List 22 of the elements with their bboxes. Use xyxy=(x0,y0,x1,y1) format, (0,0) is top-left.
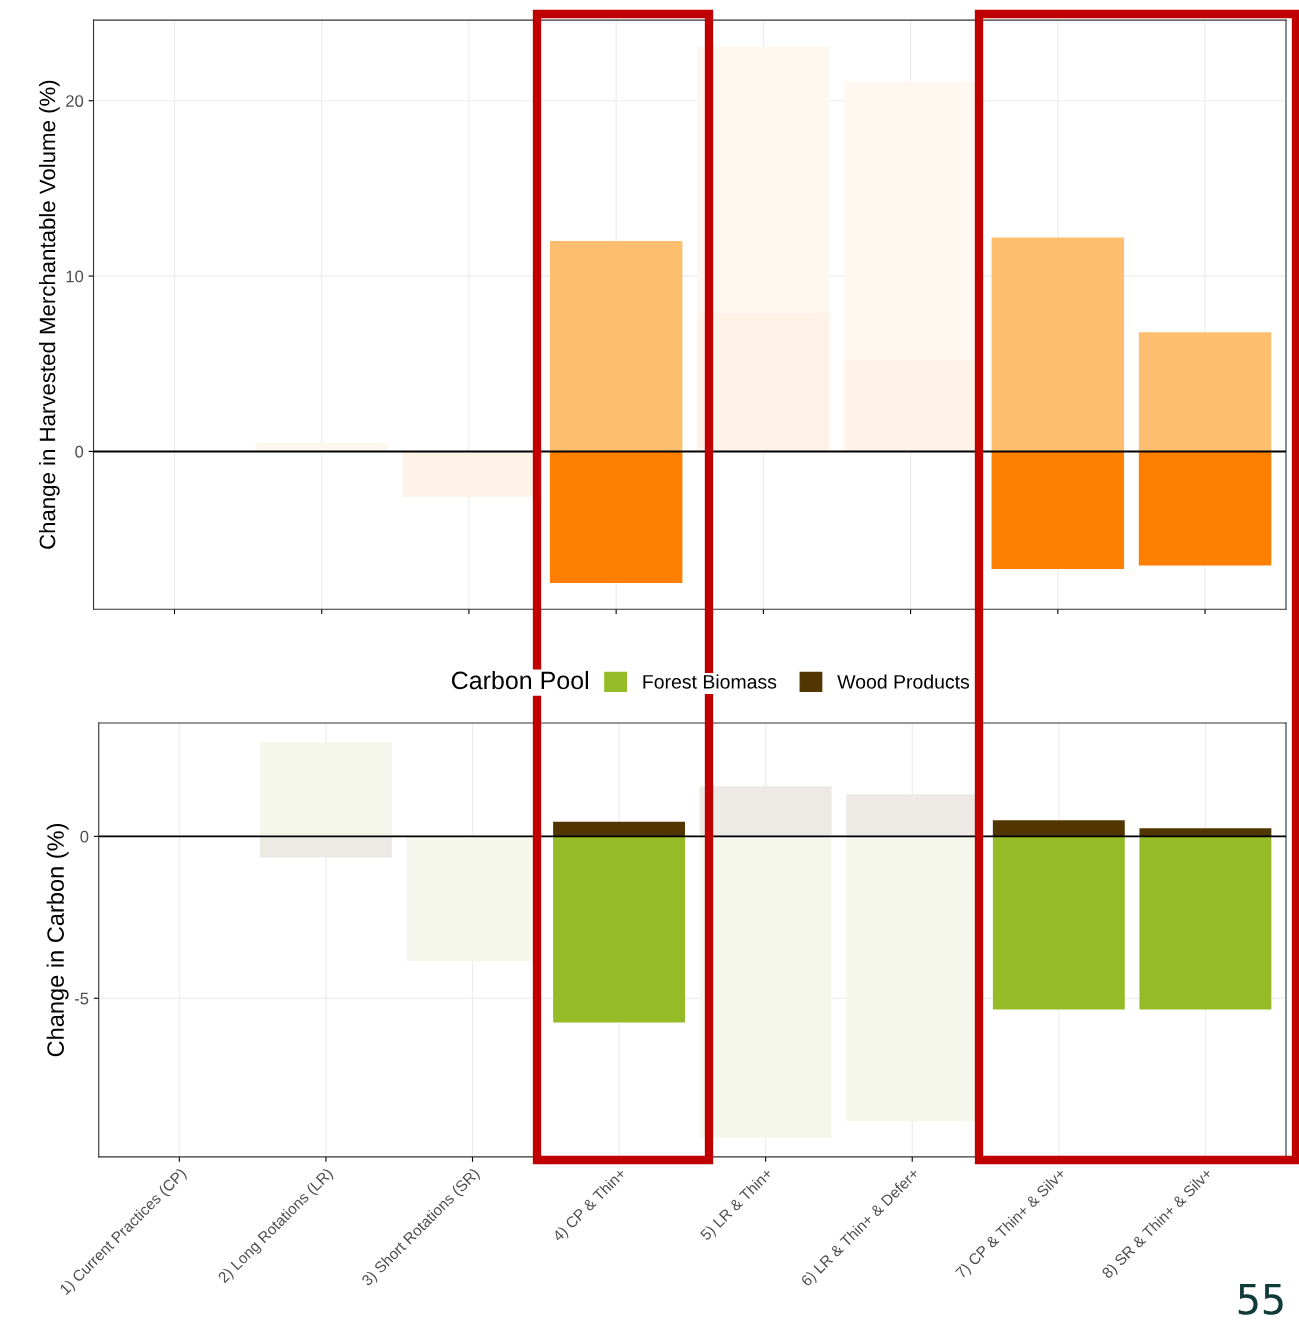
bar xyxy=(402,451,536,498)
bar xyxy=(1138,332,1272,452)
bar xyxy=(1139,836,1272,1010)
bar xyxy=(991,451,1125,569)
bar xyxy=(1138,451,1272,566)
text: 55 xyxy=(1238,1283,1283,1315)
y-axis-title: Change in Harvested Merchantable Volume (%) xyxy=(39,80,60,549)
bar xyxy=(992,820,1125,837)
y-tick-label: 10 xyxy=(66,270,84,283)
y-tick-label: 0 xyxy=(80,830,89,843)
bar xyxy=(992,836,1125,1010)
bar xyxy=(549,241,683,452)
y-tick-label: -5 xyxy=(74,992,89,1005)
y-tick-label: 0 xyxy=(75,445,84,458)
legend-title: Carbon Pool xyxy=(451,670,588,690)
bar xyxy=(553,836,686,1023)
y-axis-title: Change in Carbon (%) xyxy=(46,823,69,1057)
legend-label: Wood Products xyxy=(837,674,970,689)
y-tick-label: 20 xyxy=(66,95,84,107)
legend-label: Forest Biomass xyxy=(643,674,777,689)
bar xyxy=(549,451,683,583)
bar xyxy=(991,237,1125,452)
